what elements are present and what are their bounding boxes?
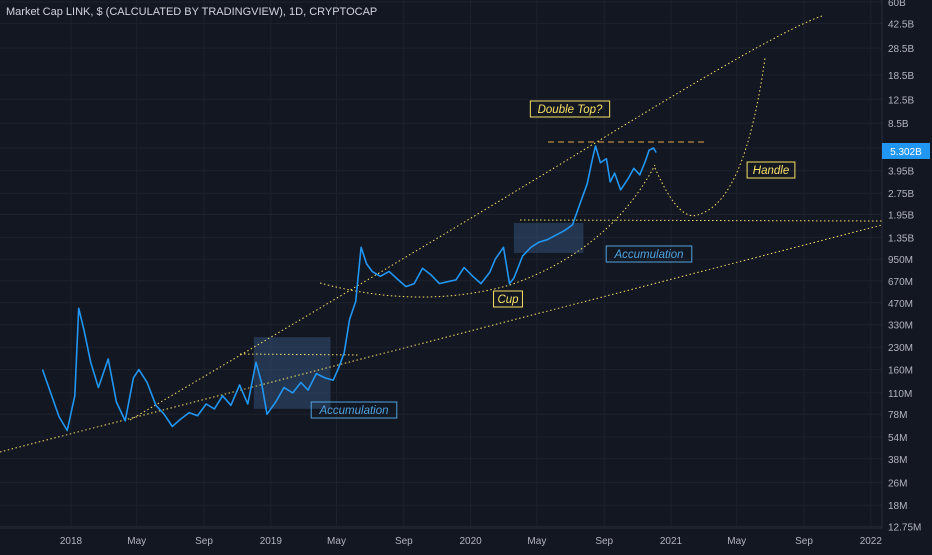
y-tick-label: 110M: [888, 389, 912, 400]
y-tick-label: 12.5B: [888, 95, 914, 106]
y-tick-label: 670M: [888, 277, 913, 288]
annotation-box: [310, 401, 398, 419]
x-tick-label: 2022: [860, 536, 883, 547]
x-tick-label: Sep: [395, 536, 413, 547]
y-tick-label: 2.75B: [888, 189, 914, 200]
x-tick-label: 2018: [60, 536, 83, 547]
x-tick-label: May: [127, 536, 146, 547]
y-tick-label: 60B: [888, 0, 906, 9]
x-tick-label: May: [727, 536, 746, 547]
y-tick-label: 78M: [888, 410, 907, 421]
current-value-badge: [882, 143, 930, 159]
y-tick-label: 18M: [888, 501, 907, 512]
x-tick-label: Sep: [595, 536, 613, 547]
y-tick-label: 1.95B: [888, 211, 914, 222]
y-tick-label: 1.35B: [888, 233, 914, 244]
resistance-curve: [129, 15, 823, 421]
current-value-label: 5.302B: [890, 147, 922, 158]
y-tick-label: 54M: [888, 433, 907, 444]
price-line: [41, 145, 657, 432]
annotation-box: [605, 245, 693, 263]
handle-curve: [654, 57, 766, 217]
x-tick-label: May: [327, 536, 346, 547]
y-tick-label: 38M: [888, 455, 907, 466]
y-tick-label: 950M: [888, 255, 913, 266]
x-tick-label: May: [527, 536, 546, 547]
annotation-box: [529, 100, 611, 118]
y-tick-label: 160M: [888, 366, 913, 377]
accumulation-box: [513, 223, 584, 253]
x-tick-label: Sep: [195, 536, 213, 547]
annotation-label: Handle: [753, 165, 789, 177]
annotation-box: [493, 290, 523, 308]
y-tick-label: 470M: [888, 299, 913, 310]
annotation-label: Double Top?: [538, 104, 603, 116]
breakout-level: [519, 219, 883, 222]
cup-curve: [319, 164, 656, 298]
y-tick-label: 330M: [888, 321, 913, 332]
accumulation-box: [253, 337, 331, 409]
y-tick-label: 18.5B: [888, 71, 914, 82]
prior-level: [239, 353, 361, 356]
annotation-box: [746, 161, 796, 179]
chart-title: Market Cap LINK, $ (CALCULATED BY TRADIN…: [6, 6, 378, 18]
annotation-label: Accumulation: [318, 405, 388, 417]
annotation-label: Cup: [497, 294, 519, 306]
x-tick-label: 2020: [460, 536, 483, 547]
x-tick-label: Sep: [795, 536, 813, 547]
y-tick-label: 42.5B: [888, 19, 914, 30]
y-tick-label: 26M: [888, 478, 907, 489]
y-tick-label: 8.5B: [888, 119, 909, 130]
x-tick-label: 2021: [660, 536, 683, 547]
annotation-label: Accumulation: [613, 249, 683, 261]
y-tick-label: 3.95B: [888, 167, 914, 178]
y-tick-label: 230M: [888, 343, 913, 354]
x-tick-label: 2019: [260, 536, 283, 547]
y-tick-label: 28.5B: [888, 44, 914, 55]
y-tick-label: 12.75M: [888, 523, 921, 534]
